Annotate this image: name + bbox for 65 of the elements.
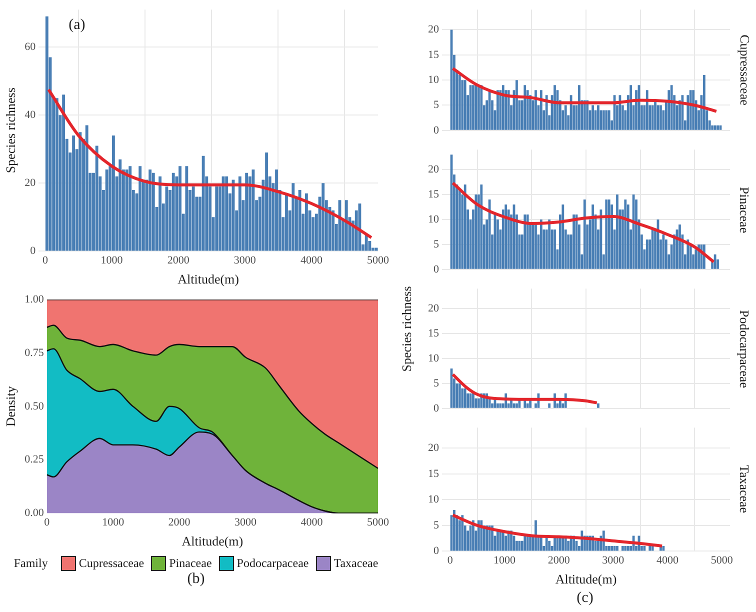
y-tick-label: 20 [428, 24, 440, 36]
x-tick-label: 1000 [493, 554, 516, 567]
y-tick-label: 0 [30, 245, 36, 258]
x-tick-label: 0 [447, 554, 454, 567]
x-axis-title: Altitude(m) [555, 572, 617, 587]
x-tick-label: 4000 [656, 554, 680, 567]
legend-label: Podocarpaceae [236, 556, 309, 571]
y-tick-label: 60 [24, 40, 36, 53]
y-tick-label: 20 [428, 442, 440, 454]
y-tick-label: 5 [434, 519, 440, 532]
y-tick-label: 10 [428, 74, 440, 86]
x-axis-title: Altitude(m) [178, 272, 239, 287]
y-tick-label: 5 [434, 99, 440, 112]
x-tick-label: 2000 [168, 516, 191, 529]
x-tick-label: 2000 [548, 554, 570, 567]
y-axis-title: Species richness [398, 286, 415, 372]
legend-title: Family [14, 556, 48, 571]
text: Podocarpaceae [736, 310, 752, 388]
y-tick-label: 10 [428, 352, 440, 364]
y-tick-label: 10 [428, 494, 440, 506]
y-tick-label: 0 [434, 263, 440, 276]
x-tick-label: 3000 [234, 516, 258, 529]
legend-label: Taxaceae [334, 556, 378, 571]
y-tick-label: 20 [24, 177, 36, 190]
y-tick-label: 10 [428, 213, 440, 226]
text: (b) [186, 571, 206, 588]
y-tick-label: 1.00 [24, 293, 44, 306]
y-tick-label: 20 [428, 163, 440, 176]
x-tick-label: 1000 [100, 254, 124, 267]
y-axis-title: Density [3, 386, 18, 427]
text: (c) [576, 590, 594, 607]
y-tick-label: 0 [434, 402, 440, 414]
line-series [451, 66, 718, 113]
line-series [47, 88, 373, 240]
y-axis-title: Species richness [3, 88, 18, 174]
y-tick-label: 0.50 [24, 400, 44, 412]
x-tick-label: 5000 [367, 254, 390, 267]
x-tick-label: 4000 [300, 516, 324, 529]
legend-label: Pinaceae [169, 556, 212, 571]
y-tick-label: 15 [428, 48, 440, 61]
text: Cupressaceae [736, 34, 752, 106]
y-tick-label: 0.00 [24, 507, 44, 520]
legend-label: Cupressaceae [78, 556, 144, 571]
x-tick-label: 3000 [602, 554, 625, 567]
x-tick-label: 1000 [102, 516, 125, 529]
y-tick-label: 0.75 [24, 346, 44, 359]
y-tick-label: 0 [434, 545, 440, 558]
x-tick-label: 5000 [367, 516, 390, 529]
x-tick-label: 3000 [234, 254, 256, 267]
x-tick-label: 4000 [300, 254, 323, 267]
y-tick-label: 5 [434, 377, 440, 390]
y-tick-label: 0.25 [24, 454, 44, 466]
text: Taxaceae [736, 465, 752, 514]
text: Pinaceae [736, 186, 752, 233]
y-tick-label: 5 [434, 238, 440, 250]
x-axis-title: Altitude(m) [182, 534, 244, 549]
text: (a) [68, 17, 86, 34]
y-tick-label: 15 [428, 468, 440, 480]
y-tick-label: 20 [428, 302, 440, 314]
y-tick-label: 15 [428, 327, 440, 340]
y-tick-label: 40 [24, 108, 36, 121]
x-tick-label: 5000 [710, 554, 734, 567]
y-tick-label: 0 [434, 124, 440, 136]
y-tick-label: 15 [428, 188, 440, 200]
x-tick-label: 2000 [167, 254, 190, 267]
